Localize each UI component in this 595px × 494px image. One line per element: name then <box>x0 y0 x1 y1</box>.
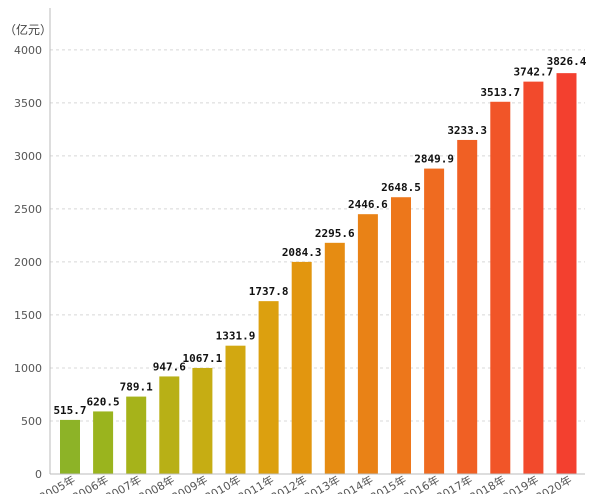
bar <box>391 197 411 474</box>
data-label: 1067.1 <box>183 352 223 365</box>
bar <box>60 419 80 474</box>
x-axis-labels: 2005年2006年2007年2008年2009年2010年2011年2012年… <box>37 472 574 494</box>
bar <box>258 301 279 474</box>
data-label: 947.6 <box>153 360 186 373</box>
y-tick-label: 4000 <box>14 44 42 57</box>
data-label: 2084.3 <box>282 246 322 259</box>
bars <box>60 73 577 475</box>
data-label: 3826.4 <box>547 55 587 68</box>
y-tick-label: 500 <box>21 415 42 428</box>
bar <box>126 396 147 474</box>
data-label: 1331.9 <box>216 330 256 343</box>
bar <box>523 81 544 475</box>
bar <box>556 73 577 474</box>
y-tick-label: 1000 <box>14 362 42 375</box>
y-tick-label: 1500 <box>14 309 42 322</box>
bar <box>192 367 213 474</box>
bar <box>291 261 312 474</box>
x-tick-label: 2005年 <box>37 472 78 494</box>
data-label: 3513.7 <box>480 86 520 99</box>
bar <box>490 101 511 475</box>
data-label: 2648.5 <box>381 181 421 194</box>
bar <box>93 411 114 474</box>
y-axis-unit-label: （亿元） <box>4 22 52 37</box>
data-label: 2446.6 <box>348 198 388 211</box>
data-label: 2849.9 <box>414 153 454 166</box>
y-axis-ticks: 0 500 1000 1500 2000 2500 3000 3500 4000 <box>14 44 42 481</box>
bar <box>225 345 246 474</box>
data-label: 515.7 <box>53 404 86 417</box>
data-label: 789.1 <box>120 381 153 394</box>
bar <box>159 376 180 474</box>
data-label: 1737.8 <box>249 285 289 298</box>
bar <box>357 214 378 475</box>
data-label: 620.5 <box>87 395 120 408</box>
y-tick-label: 3000 <box>14 150 42 163</box>
bar <box>457 139 478 474</box>
data-label: 2295.6 <box>315 227 355 240</box>
bar <box>324 242 345 474</box>
y-tick-label: 2000 <box>14 256 42 269</box>
data-label: 3742.7 <box>514 66 554 79</box>
bar <box>424 168 445 474</box>
y-tick-label: 0 <box>35 468 42 481</box>
data-label: 3233.3 <box>447 124 487 137</box>
y-tick-label: 3500 <box>14 97 42 110</box>
y-tick-label: 2500 <box>14 203 42 216</box>
